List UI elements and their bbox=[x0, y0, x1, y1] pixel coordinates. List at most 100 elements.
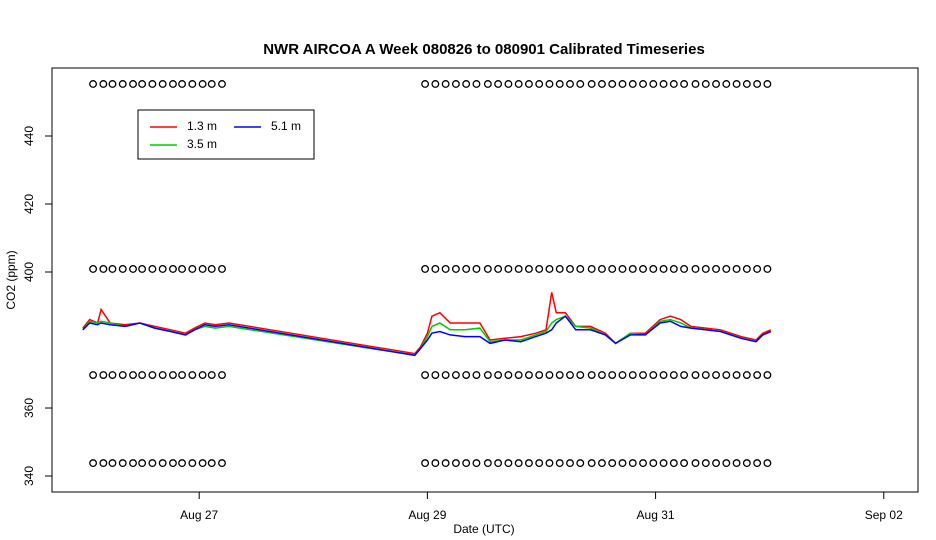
calibration-point bbox=[198, 371, 207, 379]
calibration-point bbox=[158, 459, 167, 468]
calibration-point bbox=[742, 459, 751, 468]
y-tick-label: 420 bbox=[22, 194, 36, 214]
calibration-point bbox=[753, 80, 762, 88]
calibration-point bbox=[218, 459, 226, 468]
calibration-point bbox=[89, 371, 98, 379]
plot-frame bbox=[51, 67, 919, 493]
calibration-point bbox=[763, 459, 772, 468]
calibration-point bbox=[118, 371, 127, 379]
y-tick-label: 340 bbox=[22, 466, 36, 486]
calibration-point bbox=[597, 264, 606, 273]
calibration-point bbox=[680, 264, 689, 273]
calibration-point bbox=[148, 80, 157, 88]
calibration-point bbox=[89, 80, 98, 88]
calibration-point bbox=[587, 371, 596, 379]
calibration-point bbox=[168, 459, 177, 468]
calibration-point bbox=[722, 371, 731, 379]
calibration-point bbox=[555, 459, 564, 468]
calibration-point bbox=[441, 459, 450, 468]
calibration-point bbox=[535, 371, 544, 379]
calibration-point bbox=[669, 264, 678, 273]
calibration-point bbox=[504, 80, 513, 88]
calibration-point bbox=[524, 459, 533, 468]
calibration-point bbox=[158, 371, 167, 379]
y-tick-label: 360 bbox=[22, 398, 36, 418]
calibration-point bbox=[129, 459, 137, 468]
calibration-point bbox=[472, 264, 481, 273]
calibration-point bbox=[597, 371, 606, 379]
calibration-point bbox=[129, 264, 137, 273]
y-tick-label: 400 bbox=[22, 262, 36, 282]
calibration-point bbox=[659, 264, 668, 273]
calibration-point bbox=[649, 371, 658, 379]
calibration-point bbox=[524, 80, 533, 88]
calibration-point bbox=[545, 80, 554, 88]
calibration-point bbox=[545, 264, 554, 273]
calibration-point bbox=[763, 264, 772, 273]
calibration-point bbox=[576, 80, 585, 88]
calibration-point bbox=[462, 80, 471, 88]
calibration-point bbox=[421, 80, 430, 88]
calibration-point bbox=[514, 80, 523, 88]
calibration-point bbox=[618, 264, 627, 273]
calibration-point bbox=[148, 264, 157, 273]
calibration-point bbox=[712, 80, 720, 88]
calibration-point bbox=[431, 371, 440, 379]
calibration-point bbox=[421, 264, 430, 273]
calibration-point bbox=[566, 371, 574, 379]
calibration-point bbox=[148, 371, 157, 379]
calibration-point bbox=[608, 264, 617, 273]
calibration-point bbox=[178, 264, 187, 273]
calibration-point bbox=[691, 459, 700, 468]
calibration-point bbox=[732, 80, 741, 88]
calibration-point bbox=[451, 371, 460, 379]
calibration-point bbox=[198, 459, 207, 468]
calibration-point bbox=[483, 264, 492, 273]
calibration-point bbox=[514, 459, 523, 468]
calibration-point bbox=[628, 80, 637, 88]
calibration-point bbox=[669, 459, 678, 468]
y-tick-label: 440 bbox=[22, 126, 36, 146]
calibration-point bbox=[628, 264, 637, 273]
calibration-point bbox=[701, 80, 710, 88]
calibration-point bbox=[545, 459, 554, 468]
calibration-point bbox=[138, 80, 147, 88]
calibration-point bbox=[691, 264, 700, 273]
calibration-point bbox=[431, 264, 440, 273]
calibration-point bbox=[483, 371, 492, 379]
calibration-point bbox=[207, 264, 216, 273]
calibration-point bbox=[118, 80, 127, 88]
calibration-point bbox=[659, 459, 668, 468]
calibration-point bbox=[504, 264, 513, 273]
calibration-point bbox=[535, 459, 544, 468]
calibration-point bbox=[722, 459, 731, 468]
calibration-point bbox=[218, 371, 226, 379]
calibration-point bbox=[462, 371, 471, 379]
calibration-point bbox=[198, 264, 207, 273]
calibration-point bbox=[649, 459, 658, 468]
calibration-point bbox=[108, 80, 117, 88]
legend-box bbox=[137, 109, 315, 160]
legend-label: 3.5 m bbox=[187, 137, 217, 151]
calibration-point bbox=[178, 80, 187, 88]
calibration-point bbox=[524, 371, 533, 379]
calibration-point bbox=[99, 371, 108, 379]
x-tick-label: Aug 29 bbox=[408, 508, 446, 522]
calibration-point bbox=[198, 80, 207, 88]
calibration-point bbox=[207, 371, 216, 379]
calibration-point bbox=[218, 264, 226, 273]
calibration-point bbox=[608, 459, 617, 468]
calibration-point bbox=[148, 459, 157, 468]
calibration-point bbox=[742, 371, 751, 379]
calibration-point bbox=[566, 80, 574, 88]
calibration-point bbox=[669, 80, 678, 88]
calibration-point bbox=[431, 459, 440, 468]
calibration-point bbox=[514, 264, 523, 273]
calibration-point bbox=[99, 264, 108, 273]
calibration-point bbox=[524, 264, 533, 273]
calibration-point bbox=[218, 80, 226, 88]
calibration-point bbox=[597, 459, 606, 468]
calibration-point bbox=[535, 80, 544, 88]
calibration-point bbox=[108, 264, 117, 273]
calibration-point bbox=[732, 371, 741, 379]
